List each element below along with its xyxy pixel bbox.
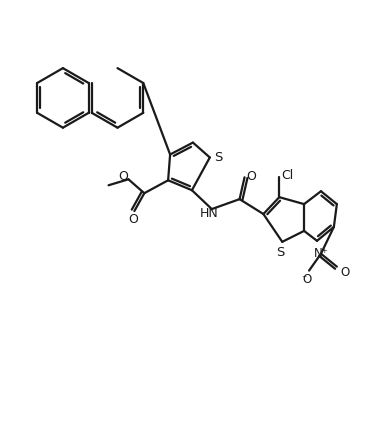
Text: O: O [118,170,128,182]
Text: S: S [214,151,223,164]
Text: O: O [303,272,312,286]
Text: ⁻: ⁻ [301,274,307,284]
Text: O: O [246,170,256,182]
Text: N⁺: N⁺ [314,247,328,260]
Text: HN: HN [199,206,218,219]
Text: Cl: Cl [281,169,293,181]
Text: S: S [276,246,284,259]
Text: O: O [128,213,138,226]
Text: O: O [340,265,349,279]
